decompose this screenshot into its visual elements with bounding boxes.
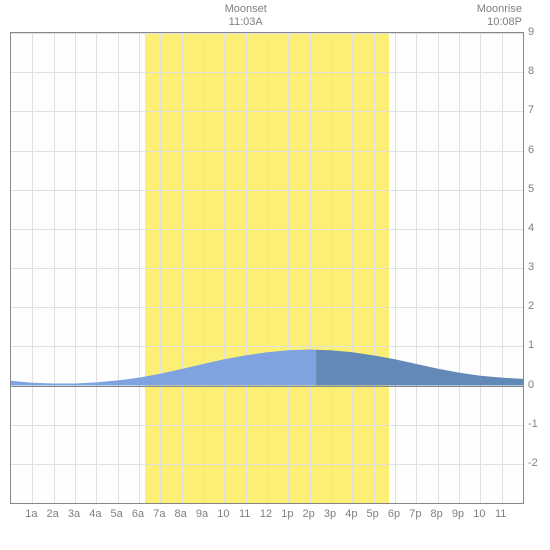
x-tick-label: 8a xyxy=(175,508,187,520)
x-tick-label: 6a xyxy=(132,508,144,520)
moonset-title: Moonset xyxy=(225,3,267,15)
y-tick-label: 3 xyxy=(528,261,534,273)
x-tick-label: 10 xyxy=(473,508,485,520)
x-tick-label: 7a xyxy=(153,508,165,520)
moonset-time: 11:03A xyxy=(229,16,263,28)
x-tick-label: 8p xyxy=(431,508,443,520)
x-tick-label: 1p xyxy=(281,508,293,520)
moonrise-label: Moonrise10:08P xyxy=(477,3,522,29)
plot-area xyxy=(10,32,524,504)
y-tick-label: 7 xyxy=(528,104,534,116)
x-tick-label: 2a xyxy=(47,508,59,520)
y-tick-label: 6 xyxy=(528,144,534,156)
moonset-label: Moonset11:03A xyxy=(225,3,267,29)
x-tick-label: 9p xyxy=(452,508,464,520)
x-tick-label: 6p xyxy=(388,508,400,520)
tide-chart: 1a2a3a4a5a6a7a8a9a1011121p2p3p4p5p6p7p8p… xyxy=(0,0,550,550)
x-tick-label: 2p xyxy=(303,508,315,520)
y-tick-label: -1 xyxy=(528,418,538,430)
y-tick-label: 5 xyxy=(528,183,534,195)
x-tick-label: 11 xyxy=(239,508,250,520)
x-tick-label: 12 xyxy=(260,508,272,520)
x-tick-label: 10 xyxy=(217,508,229,520)
y-tick-label: -2 xyxy=(528,457,538,469)
x-tick-label: 7p xyxy=(409,508,421,520)
x-tick-label: 4a xyxy=(89,508,101,520)
x-tick-label: 1a xyxy=(25,508,37,520)
y-tick-label: 4 xyxy=(528,222,534,234)
x-tick-label: 3p xyxy=(324,508,336,520)
moonrise-time: 10:08P xyxy=(487,16,522,28)
x-tick-label: 11 xyxy=(495,508,506,520)
y-tick-label: 8 xyxy=(528,65,534,77)
moonrise-title: Moonrise xyxy=(477,3,522,15)
tide-area-pm xyxy=(316,350,523,386)
x-tick-label: 3a xyxy=(68,508,80,520)
y-tick-label: 9 xyxy=(528,26,534,38)
y-tick-label: 2 xyxy=(528,300,534,312)
tide-curve xyxy=(11,33,523,503)
x-tick-label: 9a xyxy=(196,508,208,520)
tide-area-am xyxy=(11,349,316,385)
x-tick-label: 4p xyxy=(345,508,357,520)
y-tick-label: 0 xyxy=(528,379,534,391)
x-tick-label: 5p xyxy=(367,508,379,520)
x-tick-label: 5a xyxy=(111,508,123,520)
y-tick-label: 1 xyxy=(528,339,534,351)
